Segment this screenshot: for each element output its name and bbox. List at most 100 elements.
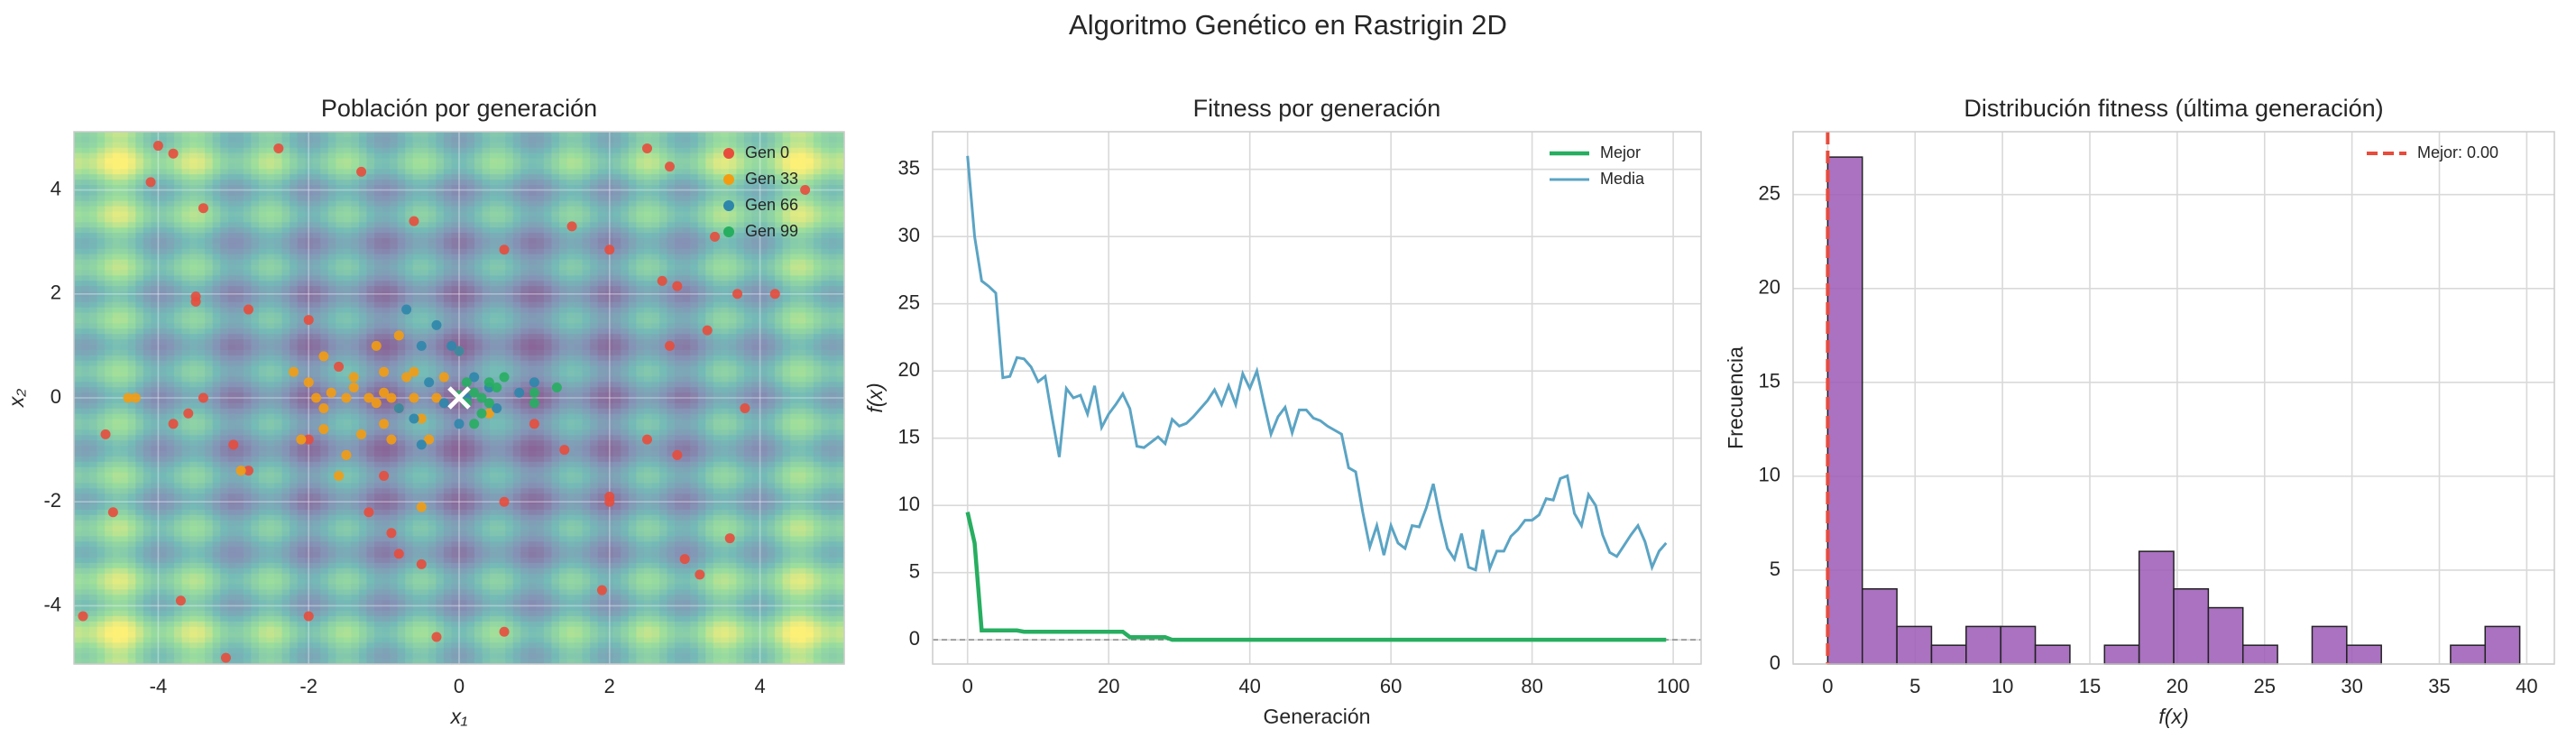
contour-cell (443, 466, 453, 474)
contour-cell (151, 413, 160, 420)
contour-cell (151, 132, 160, 138)
contour-cell (258, 653, 268, 660)
contour-cell (281, 275, 290, 281)
contour-cell (443, 142, 453, 149)
contour-cell (290, 398, 299, 404)
contour-cell (135, 525, 144, 532)
contour-cell (181, 286, 190, 292)
contour-cell (274, 275, 283, 281)
contour-cell (390, 334, 399, 340)
contour-cell (266, 158, 275, 164)
contour-cell (158, 494, 168, 500)
contour-cell (112, 238, 121, 244)
contour-cell (166, 382, 175, 388)
contour-cell (220, 446, 229, 452)
contour-cell (258, 318, 268, 324)
contour-cell (112, 642, 121, 649)
contour-cell (281, 536, 290, 542)
contour-cell (405, 355, 414, 362)
contour-cell (197, 584, 206, 590)
contour-cell (382, 632, 391, 639)
contour-cell (251, 291, 260, 298)
contour-cell (227, 578, 236, 586)
contour-cell (227, 472, 236, 479)
contour-cell (205, 217, 214, 223)
contour-cell (127, 547, 136, 553)
contour-cell (151, 312, 160, 319)
contour-cell (205, 365, 214, 373)
contour-cell (135, 552, 144, 558)
contour-cell (397, 254, 406, 261)
contour-cell (105, 238, 114, 244)
contour-cell (174, 584, 183, 590)
contour-cell (251, 365, 260, 373)
contour-cell (436, 648, 445, 654)
contour-cell (366, 584, 375, 590)
contour-cell (112, 174, 121, 180)
contour-cell (120, 291, 129, 298)
contour-cell (74, 360, 83, 367)
contour-cell (105, 147, 114, 154)
contour-cell (297, 525, 306, 532)
contour-cell (166, 254, 175, 261)
contour-cell (420, 259, 429, 266)
contour-cell (266, 376, 275, 383)
contour-cell (127, 233, 136, 239)
contour-cell (235, 413, 244, 420)
contour-cell (89, 494, 98, 500)
contour-cell (290, 163, 299, 170)
contour-cell (166, 461, 175, 468)
contour-cell (243, 536, 253, 542)
contour-cell (81, 514, 90, 521)
contour-cell (374, 365, 383, 373)
contour-cell (227, 600, 236, 606)
contour-cell (74, 398, 83, 404)
contour-cell (412, 558, 421, 564)
contour-cell (220, 600, 229, 606)
contour-cell (420, 318, 429, 324)
contour-cell (181, 296, 190, 303)
contour-cell (420, 174, 429, 180)
contour-cell (266, 446, 275, 452)
contour-cell (343, 472, 353, 479)
contour-cell (327, 286, 336, 292)
contour-cell (274, 451, 283, 457)
contour-cell (405, 514, 414, 521)
contour-cell (320, 206, 329, 213)
contour-cell (97, 466, 106, 474)
contour-cell (274, 243, 283, 250)
contour-cell (112, 440, 121, 447)
contour-cell (320, 233, 329, 239)
contour-cell (351, 589, 360, 595)
contour-cell (227, 429, 236, 436)
contour-cell (443, 312, 453, 319)
contour-cell (312, 509, 321, 516)
contour-cell (143, 360, 152, 367)
contour-cell (274, 504, 283, 511)
contour-cell (312, 499, 321, 505)
contour-cell (390, 547, 399, 553)
contour-cell (112, 413, 121, 420)
contour-cell (197, 281, 206, 287)
contour-cell (227, 589, 236, 595)
contour-cell (312, 227, 321, 234)
contour-cell (266, 626, 275, 633)
contour-cell (143, 345, 152, 351)
contour-cell (151, 408, 160, 415)
contour-cell (327, 142, 336, 149)
contour-cell (420, 392, 429, 399)
contour-cell (336, 312, 345, 319)
contour-cell (89, 355, 98, 362)
contour-cell (405, 318, 414, 324)
contour-cell (220, 217, 229, 223)
contour-cell (74, 270, 83, 276)
contour-cell (320, 189, 329, 197)
contour-cell (274, 328, 283, 335)
contour-cell (89, 461, 98, 468)
contour-cell (174, 541, 183, 548)
contour-cell (451, 435, 460, 441)
contour-cell (127, 456, 136, 463)
contour-cell (197, 589, 206, 595)
contour-cell (174, 494, 183, 500)
